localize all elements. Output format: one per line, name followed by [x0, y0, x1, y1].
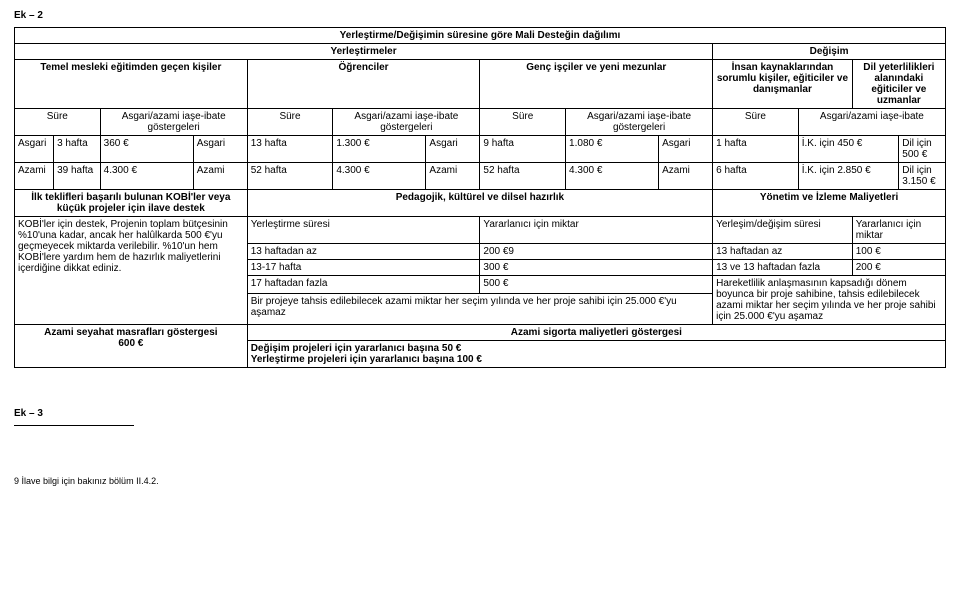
- az-c1a: 39 hafta: [54, 163, 101, 190]
- right-r1b: 100 €: [852, 244, 945, 260]
- right-block: Hareketlilik anlaşmasının kapsadığı döne…: [713, 276, 946, 325]
- right-hdr-b: Yararlanıcı için miktar: [852, 217, 945, 244]
- az-c3b: 4.300 €: [566, 163, 659, 190]
- mid-r1a: 13 haftadan az: [247, 244, 480, 260]
- bottom-left-hdr: Azami seyahat masrafları göstergesi: [44, 327, 217, 338]
- az-c2b: 4.300 €: [333, 163, 426, 190]
- mid-r3b: 500 €: [480, 276, 713, 294]
- aa-3: Asgari/azami iaşe-ibate göstergeleri: [566, 109, 713, 136]
- asg-c5a: İ.K. için 450 €: [798, 136, 899, 163]
- hdr2-left: İlk teklifleri başarılı bulunan KOBİ'ler…: [15, 190, 248, 217]
- group5-header: Dil yeterlilikleri alanındaki eğiticiler…: [852, 60, 945, 109]
- ek2-heading: Ek – 2: [14, 10, 946, 21]
- kobi-text: KOBİ'ler için destek, Projenin toplam bü…: [15, 217, 248, 325]
- change-header: Değişim: [713, 44, 946, 60]
- asg-c3a: 9 hafta: [480, 136, 566, 163]
- hdr2-mid: Pedagojik, kültürel ve dilsel hazırlık: [247, 190, 712, 217]
- aa-2: Asgari/azami iaşe-ibate göstergeleri: [333, 109, 480, 136]
- mid-r1b: 200 €9: [480, 244, 713, 260]
- asg-c2b: 1.300 €: [333, 136, 426, 163]
- az-c4: 6 hafta: [713, 163, 799, 190]
- az-c3a: 52 hafta: [480, 163, 566, 190]
- placements-header: Yerleştirmeler: [15, 44, 713, 60]
- bottom-right-l2: Yerleştirme projeleri için yararlanıcı b…: [251, 354, 482, 365]
- azami-lbl-2: Azami: [193, 163, 247, 190]
- asg-c2a: 13 hafta: [247, 136, 333, 163]
- aa-1: Asgari/azami iaşe-ibate göstergeleri: [100, 109, 247, 136]
- mid-r2a: 13-17 hafta: [247, 260, 480, 276]
- bottom-left-val: 600 €: [118, 338, 143, 349]
- sure-3: Süre: [480, 109, 566, 136]
- bottom-right-lines: Değişim projeleri için yararlanıcı başın…: [247, 341, 945, 368]
- asg-c3b: 1.080 €: [566, 136, 659, 163]
- asg-c1b: 360 €: [100, 136, 193, 163]
- group3-header: Genç işçiler ve yeni mezunlar: [480, 60, 713, 109]
- main-table: Yerleştirme/Değişimin süresine göre Mali…: [14, 27, 946, 368]
- azami-lbl-3: Azami: [426, 163, 480, 190]
- azami-lbl-4: Azami: [659, 163, 713, 190]
- bottom-left: Azami seyahat masrafları göstergesi 600 …: [15, 325, 248, 368]
- group4-header: İnsan kaynaklarından sorumlu kişiler, eğ…: [713, 60, 853, 109]
- bottom-right-hdr: Azami sigorta maliyetleri göstergesi: [247, 325, 945, 341]
- asgari-lbl-3: Asgari: [426, 136, 480, 163]
- asgari-lbl-4: Asgari: [659, 136, 713, 163]
- asgari-lbl-2: Asgari: [193, 136, 247, 163]
- mid-block: Bir projeye tahsis edilebilecek azami mi…: [247, 294, 712, 325]
- az-c5a: İ.K. için 2.850 €: [798, 163, 899, 190]
- sure-2: Süre: [247, 109, 333, 136]
- mid-r2b: 300 €: [480, 260, 713, 276]
- asgari-lbl-1: Asgari: [15, 136, 54, 163]
- asg-c5b: Dil için 500 €: [899, 136, 946, 163]
- azami-lbl-1: Azami: [15, 163, 54, 190]
- mid-r3a: 17 haftadan fazla: [247, 276, 480, 294]
- asg-c1a: 3 hafta: [54, 136, 101, 163]
- ek3-heading: Ek – 3: [14, 408, 946, 419]
- az-c5b: Dil için 3.150 €: [899, 163, 946, 190]
- right-hdr-a: Yerleşim/değişim süresi: [713, 217, 853, 244]
- mid-hdr-a: Yerleştirme süresi: [247, 217, 480, 244]
- sure-4: Süre: [713, 109, 799, 136]
- group1-header: Temel mesleki eğitimden geçen kişiler: [15, 60, 248, 109]
- footnote-divider: [14, 425, 134, 426]
- sure-1: Süre: [15, 109, 101, 136]
- footnote-text: 9 İlave bilgi için bakınız bölüm II.4.2.: [14, 476, 946, 486]
- az-c2a: 52 hafta: [247, 163, 333, 190]
- bottom-right-l1: Değişim projeleri için yararlanıcı başın…: [251, 343, 462, 354]
- az-c1b: 4.300 €: [100, 163, 193, 190]
- title-row: Yerleştirme/Değişimin süresine göre Mali…: [15, 28, 946, 44]
- asg-c4: 1 hafta: [713, 136, 799, 163]
- mid-hdr-b: Yararlanıcı için miktar: [480, 217, 713, 244]
- hdr2-right: Yönetim ve İzleme Maliyetleri: [713, 190, 946, 217]
- right-r1a: 13 haftadan az: [713, 244, 853, 260]
- group2-header: Öğrenciler: [247, 60, 480, 109]
- right-r2b: 200 €: [852, 260, 945, 276]
- aa-4: Asgari/azami iaşe-ibate: [798, 109, 945, 136]
- right-r2a: 13 ve 13 haftadan fazla: [713, 260, 853, 276]
